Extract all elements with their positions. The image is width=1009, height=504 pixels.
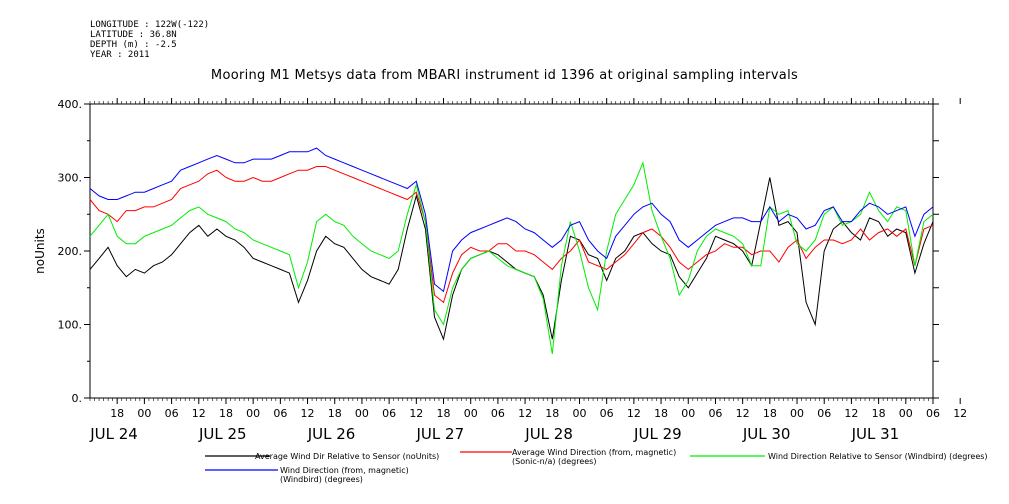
x-tick-label: 18	[545, 407, 559, 420]
x-tick-label: 00	[572, 407, 586, 420]
series-line-2	[89, 161, 934, 354]
legend-label-red: Average Wind Direction (from, magnetic) …	[512, 448, 677, 466]
x-tick-label: 18	[110, 407, 124, 420]
x-tick-label: 12	[192, 407, 206, 420]
series-line-3	[89, 147, 934, 293]
y-axis-label: noUnits	[33, 228, 47, 274]
x-tick-label: 18	[437, 407, 451, 420]
x-tick-label: 12	[301, 407, 315, 420]
x-day-label: JUL 24	[89, 425, 138, 443]
legend-label-black: Average Wind Dir Relative to Sensor (noU…	[255, 452, 440, 461]
x-day-label: JUL 28	[524, 425, 573, 443]
x-tick-label: 12	[953, 407, 967, 420]
x-day-label: JUL 27	[416, 425, 465, 443]
x-tick-label: 18	[328, 407, 342, 420]
legend-label-blue: Wind Direction (from, magnetic) (Windbir…	[280, 466, 409, 484]
x-tick-label: 18	[654, 407, 668, 420]
x-tick-label: 06	[273, 407, 287, 420]
x-tick-label: 00	[355, 407, 369, 420]
series-line-1	[89, 166, 934, 304]
x-day-label: JUL 30	[742, 425, 791, 443]
y-tick-label: 0.	[72, 392, 83, 405]
x-tick-label: 00	[899, 407, 913, 420]
chart-title: Mooring M1 Metsys data from MBARI instru…	[210, 68, 799, 83]
depth-text: DEPTH (m) : -2.5	[90, 40, 177, 50]
metadata-block: LONGITUDE : 122W(-122) LATITUDE : 36.8N …	[90, 20, 209, 60]
legend-label-green: Wind Direction Relative to Sensor (Windb…	[768, 452, 988, 461]
year-text: YEAR : 2011	[90, 50, 150, 60]
x-tick-label: 12	[736, 407, 750, 420]
x-day-label: JUL 31	[851, 425, 900, 443]
x-tick-label: 00	[681, 407, 695, 420]
x-day-label: JUL 29	[633, 425, 682, 443]
x-tick-label: 18	[219, 407, 233, 420]
y-tick-label: 100.	[58, 319, 83, 332]
x-tick-label: 12	[844, 407, 858, 420]
x-tick-label: 06	[708, 407, 722, 420]
x-day-label: JUL 26	[307, 425, 356, 443]
x-tick-label: 12	[627, 407, 641, 420]
x-tick-label: 06	[817, 407, 831, 420]
x-tick-label: 06	[926, 407, 940, 420]
y-tick-label: 400.	[58, 98, 83, 111]
x-tick-label: 12	[409, 407, 423, 420]
x-tick-label: 06	[165, 407, 179, 420]
y-tick-label: 200.	[58, 245, 83, 258]
y-tick-label: 300.	[58, 172, 83, 185]
x-tick-label: 06	[382, 407, 396, 420]
x-tick-label: 00	[464, 407, 478, 420]
x-tick-label: 06	[491, 407, 505, 420]
longitude-text: LONGITUDE : 122W(-122)	[90, 20, 210, 30]
x-tick-label: 06	[600, 407, 614, 420]
x-tick-label: 18	[872, 407, 886, 420]
x-tick-label: 00	[790, 407, 804, 420]
x-tick-label: 00	[246, 407, 260, 420]
latitude-text: LATITUDE : 36.8N	[90, 30, 177, 40]
x-tick-label: 00	[137, 407, 151, 420]
x-tick-label: 18	[763, 407, 777, 420]
x-day-label: JUL 25	[198, 425, 247, 443]
x-tick-label: 12	[518, 407, 532, 420]
